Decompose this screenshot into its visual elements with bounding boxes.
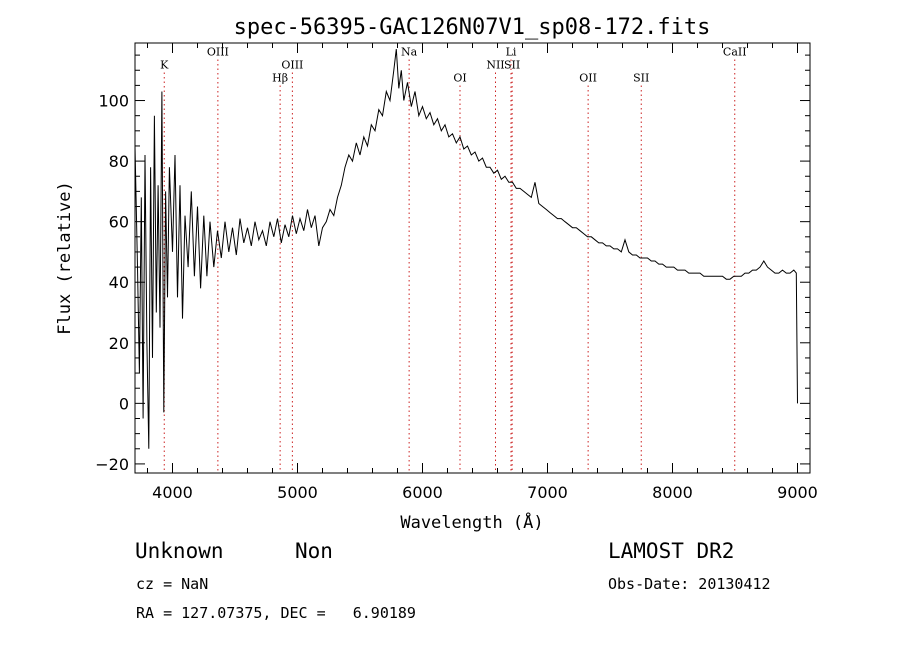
spectral-line-label: Hβ (272, 72, 288, 85)
object-subclass: Non (295, 539, 333, 563)
spectral-line-label: OI (453, 72, 466, 85)
y-tick-label: 40 (109, 273, 129, 292)
spectral-line-label: NII (486, 59, 504, 72)
x-tick-label: 8000 (652, 483, 693, 502)
spectral-line-label: Na (401, 46, 418, 59)
spectral-line-label: CaII (723, 46, 747, 59)
y-tick-label: 100 (98, 92, 129, 111)
y-tick-label: 60 (109, 213, 129, 232)
spectral-line-label: Li (506, 46, 517, 59)
x-tick-label: 6000 (402, 483, 443, 502)
survey-name: LAMOST DR2 (608, 539, 735, 563)
x-tick-label: 4000 (152, 483, 193, 502)
y-tick-label: −20 (95, 455, 129, 474)
x-tick-label: 5000 (277, 483, 318, 502)
x-tick-label: 9000 (777, 483, 818, 502)
y-tick-label: 80 (109, 152, 129, 171)
y-axis-label: Flux (relative) (55, 181, 75, 335)
sky-coordinates: RA = 127.07375, DEC = 6.90189 (136, 604, 416, 622)
spectral-line-label: OII (579, 72, 597, 85)
redshift-readout: cz = NaN (136, 575, 209, 593)
spectral-line-label: OIII (281, 59, 303, 72)
spectrum-line (134, 49, 798, 449)
spectral-line-label: SII (633, 72, 649, 85)
axis-ticks-layer: 4000 5000 6000 7000 8000 9000 −20 0 20 40 60 80 100 (95, 43, 818, 502)
y-tick-label: 0 (119, 394, 129, 413)
spectral-line-label: SII (504, 59, 520, 72)
object-class: Unknown (135, 539, 224, 563)
spectral-line-label: K (160, 59, 169, 72)
observation-date: Obs-Date: 20130412 (608, 575, 771, 593)
x-axis-label: Wavelength (Å) (400, 511, 543, 533)
y-tick-label: 20 (109, 334, 129, 353)
spectral-line-label: OIII (207, 46, 229, 59)
chart-title: spec-56395-GAC126N07V1_sp08-172.fits (234, 15, 711, 40)
x-tick-label: 7000 (527, 483, 568, 502)
plot-frame (134, 42, 811, 474)
